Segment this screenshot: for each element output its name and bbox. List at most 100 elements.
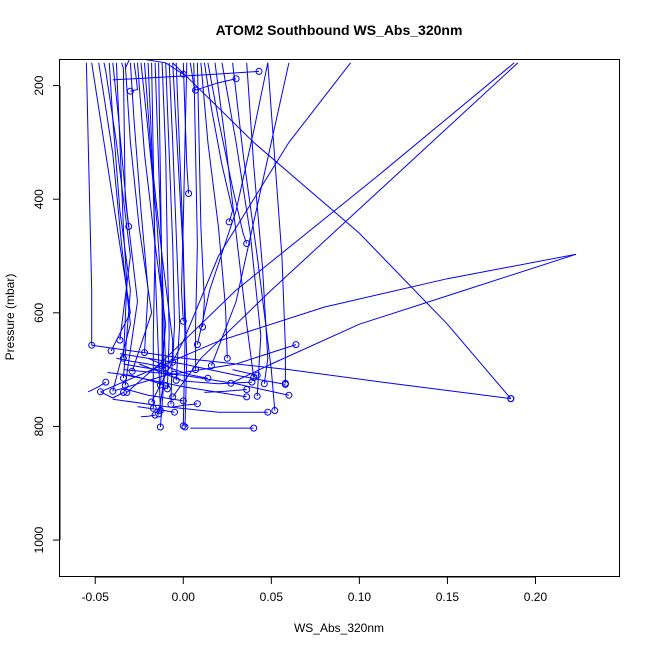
profile-line bbox=[221, 62, 262, 397]
profile-series bbox=[137, 406, 178, 416]
data-point bbox=[193, 400, 201, 408]
profile-line bbox=[140, 414, 156, 418]
profile-series bbox=[124, 60, 187, 78]
y-tick-label: 200 bbox=[32, 75, 46, 95]
data-point bbox=[243, 386, 251, 393]
profile-line bbox=[191, 78, 237, 92]
data-point bbox=[199, 323, 207, 331]
data-point bbox=[109, 387, 117, 395]
profile-series bbox=[192, 62, 200, 374]
data-point bbox=[271, 407, 279, 414]
profile-line bbox=[200, 62, 228, 359]
profile-series bbox=[221, 62, 262, 400]
data-point bbox=[107, 347, 115, 355]
profile-line bbox=[114, 344, 297, 392]
y-tick-label: 1000 bbox=[32, 526, 46, 553]
data-point bbox=[119, 388, 127, 396]
profile-series bbox=[182, 62, 193, 197]
y-tick-label: 400 bbox=[32, 189, 46, 209]
y-axis-label: Pressure (mbar) bbox=[3, 274, 17, 361]
profile-series bbox=[156, 62, 165, 431]
profile-series bbox=[114, 341, 300, 392]
profile-series bbox=[147, 357, 212, 382]
profile-line bbox=[210, 62, 290, 366]
profile-series bbox=[98, 62, 131, 395]
profile-series bbox=[168, 62, 181, 384]
profile-line bbox=[112, 70, 260, 81]
data-point bbox=[181, 423, 189, 431]
profile-series bbox=[161, 62, 171, 393]
profile-series bbox=[123, 363, 178, 378]
profile-series bbox=[91, 62, 131, 355]
profile-series bbox=[232, 369, 261, 379]
profile-line bbox=[161, 62, 170, 389]
profile-series bbox=[112, 67, 263, 81]
data-point bbox=[248, 378, 256, 386]
profile-line bbox=[91, 62, 131, 352]
profile-line bbox=[123, 369, 290, 396]
profile-line bbox=[232, 369, 258, 376]
data-point bbox=[151, 411, 159, 419]
profile-line bbox=[196, 62, 205, 328]
x-tick-label: 0.05 bbox=[260, 590, 284, 604]
data-point bbox=[179, 317, 187, 325]
data-point bbox=[88, 341, 96, 349]
series-layer bbox=[85, 60, 577, 432]
profile-line bbox=[193, 62, 198, 370]
profile-series bbox=[175, 62, 187, 430]
data-point bbox=[185, 190, 193, 197]
x-tick-label: 0.15 bbox=[436, 590, 460, 604]
profile-series bbox=[124, 62, 153, 375]
data-point bbox=[169, 393, 177, 401]
x-tick-label: 0.20 bbox=[524, 590, 548, 604]
profile-series bbox=[179, 62, 188, 325]
profile-line bbox=[172, 62, 512, 399]
profile-line bbox=[107, 372, 166, 386]
profile-series bbox=[207, 62, 290, 370]
profile-line bbox=[115, 62, 128, 359]
data-point bbox=[128, 367, 136, 375]
x-tick-label: -0.05 bbox=[82, 590, 110, 604]
data-point bbox=[179, 422, 187, 430]
profile-line bbox=[180, 62, 188, 322]
profile-line bbox=[139, 363, 252, 385]
profile-series bbox=[172, 400, 201, 408]
y-tick-label: 800 bbox=[32, 416, 46, 436]
data-point bbox=[119, 354, 127, 362]
profile-line bbox=[124, 60, 184, 75]
data-point bbox=[207, 362, 215, 370]
y-axis: 200 400 600 800 1000 bbox=[32, 75, 61, 553]
data-point bbox=[156, 423, 164, 431]
profile-series bbox=[200, 62, 231, 362]
profile-series bbox=[140, 411, 159, 419]
profile-line bbox=[204, 389, 247, 393]
profile-series bbox=[190, 424, 258, 432]
x-tick-label: 0.10 bbox=[348, 590, 372, 604]
profile-series bbox=[85, 62, 96, 349]
profile-line bbox=[119, 353, 286, 385]
profile-line bbox=[126, 374, 247, 398]
profile-series bbox=[204, 386, 251, 393]
data-point bbox=[162, 364, 170, 372]
profile-series bbox=[115, 62, 128, 362]
profile-line bbox=[124, 62, 153, 372]
data-point bbox=[172, 376, 180, 384]
data-point bbox=[193, 341, 201, 349]
data-point bbox=[243, 240, 251, 247]
data-point bbox=[171, 408, 178, 416]
profile-line bbox=[129, 62, 149, 353]
profile-series bbox=[119, 353, 289, 388]
data-point bbox=[250, 424, 258, 432]
data-point bbox=[162, 382, 170, 389]
chart-title: ATOM2 Southbound WS_Abs_320nm bbox=[216, 22, 463, 38]
profile-series bbox=[87, 378, 110, 393]
profile-series bbox=[126, 389, 187, 405]
profile-line bbox=[207, 62, 248, 244]
data-point bbox=[253, 371, 261, 379]
profile-line bbox=[203, 62, 234, 223]
data-point bbox=[232, 75, 240, 83]
profile-series bbox=[139, 363, 256, 386]
data-point bbox=[121, 382, 129, 389]
data-point bbox=[243, 393, 251, 401]
